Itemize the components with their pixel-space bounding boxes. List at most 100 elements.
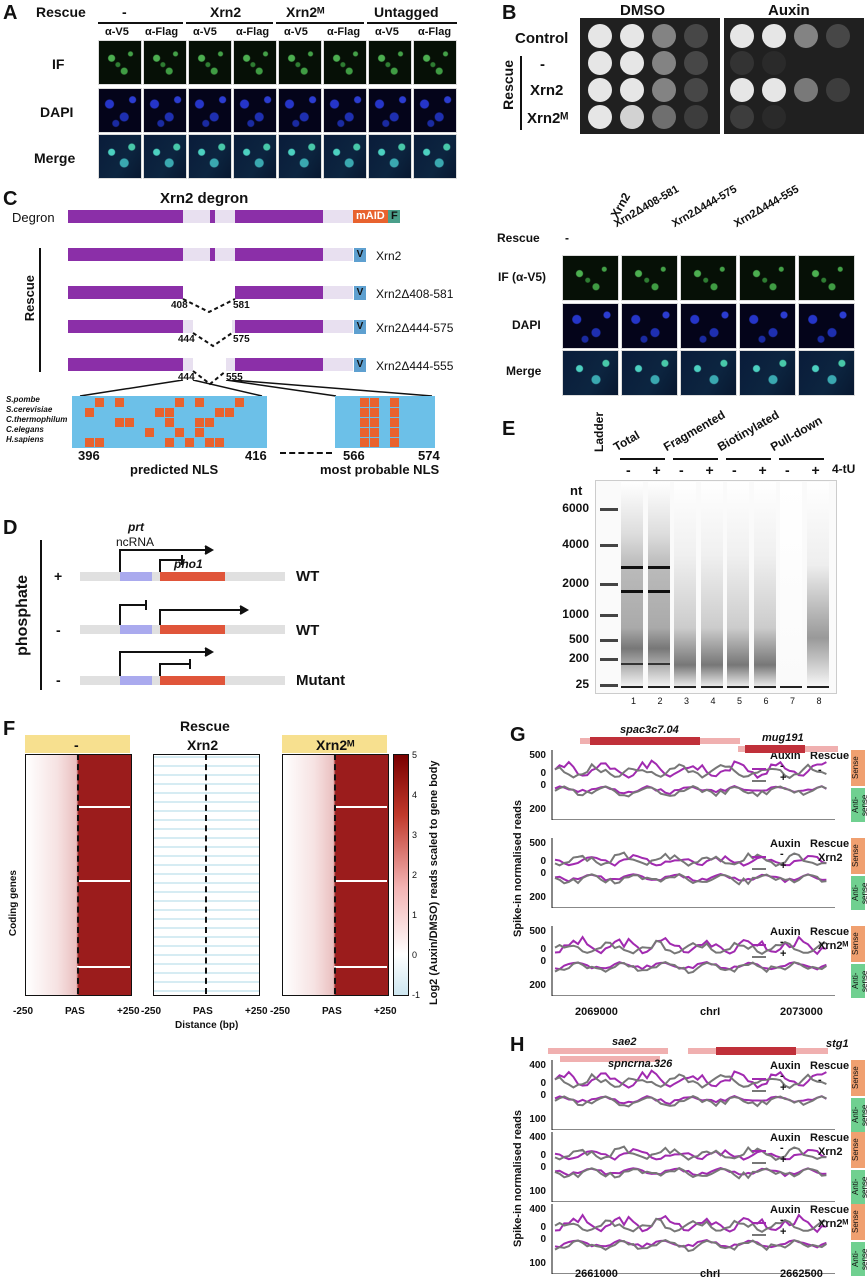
track-line [554, 1145, 827, 1162]
c-construct-1: Xrn2Δ408-581 [376, 287, 454, 301]
f-xtick: PAS [193, 1006, 213, 1017]
c-nls2: most probable NLS [320, 462, 440, 477]
track-ytick: 200 [529, 892, 546, 903]
e-gel-band [753, 686, 776, 688]
c-v-0: V [354, 248, 366, 262]
c-if-cell [680, 255, 737, 301]
f-xtick: +250 [117, 1006, 140, 1017]
c-aln-residue [155, 408, 164, 417]
c-aln-residue [370, 398, 379, 407]
c-aln-residue [390, 408, 399, 417]
f-cbar-tick: -1 [412, 990, 421, 1000]
b-col-auxin: Auxin [768, 2, 810, 19]
e-gel-band [806, 686, 829, 688]
c-if-cell [680, 350, 737, 396]
c-if-rescue: Rescue [497, 231, 540, 245]
track-legend-swatch [752, 768, 766, 770]
b-yeast-spot [794, 24, 818, 48]
c-construct-diagram [39, 210, 400, 386]
e-gel-band-18s [621, 590, 643, 593]
b-yeast-spot [652, 105, 676, 129]
track-legend-swatch [752, 1234, 766, 1236]
a-ab-7: α-Flag [418, 26, 452, 38]
e-sign: - [679, 462, 684, 478]
f-gap [334, 806, 387, 808]
f-gap [77, 806, 130, 808]
b-yeast-spot [794, 78, 818, 102]
b-yeast-spot [588, 24, 612, 48]
track-sense-label: Sense [851, 1060, 865, 1096]
e-nt: nt [570, 483, 583, 498]
e-gel-lane [780, 482, 802, 690]
track-antisense-label: Anti-sense [851, 788, 868, 822]
e-gel-lane [621, 482, 643, 690]
track-xtick: 2073000 [780, 1006, 823, 1018]
c-if-cell [739, 255, 796, 301]
a-micrograph-cell [188, 40, 232, 85]
track-xtick: chrI [700, 1268, 721, 1280]
track-ytick: 0 [540, 780, 546, 791]
b-yeast-spot [684, 51, 708, 75]
track-sense-label: Sense [851, 750, 865, 786]
e-sign: - [626, 462, 631, 478]
b-yeast-spot [730, 24, 754, 48]
a-micrograph-cell [188, 134, 232, 179]
a-ab-6: α-V5 [375, 26, 399, 38]
b-col-dmso: DMSO [620, 2, 665, 19]
track-ytick: 200 [529, 980, 546, 991]
e-gel-lane [647, 482, 670, 690]
f-xtick: +250 [245, 1006, 268, 1017]
c-aln-residue [115, 418, 124, 427]
c-maid: mAID [356, 210, 385, 222]
e-gel-band-28s [647, 566, 670, 569]
a-micrograph-cell [368, 88, 412, 133]
c-if-cell [798, 350, 855, 396]
e-gel-band [780, 686, 802, 688]
track-ytick: 0 [540, 944, 546, 955]
c-v-2: V [354, 320, 366, 334]
d-label-1: WT [296, 622, 320, 639]
track-legend-auxin-value: - [780, 1214, 784, 1226]
track-legend-swatch [752, 1162, 766, 1164]
a-ab-1: α-Flag [145, 26, 179, 38]
a-row-merge: Merge [34, 150, 76, 166]
e-ladder-band [600, 684, 618, 687]
c-if-cell [562, 350, 619, 396]
b-yeast-spot [588, 78, 612, 102]
b-yeast-spot [762, 105, 786, 129]
e-gel-band [727, 686, 749, 688]
c-if-col-label-4: Xrn2Δ444-555 [732, 183, 801, 230]
f-gap [334, 880, 387, 882]
f-xtick: -250 [270, 1006, 291, 1017]
c-pos-396: 396 [78, 448, 100, 463]
a-ab-0: α-V5 [105, 26, 129, 38]
c-aln-residue [195, 398, 204, 407]
e-gel-band [700, 686, 723, 688]
track-antisense-label: Anti-sense [851, 1098, 868, 1132]
c-if-cell [562, 303, 619, 349]
e-sign: - [732, 462, 737, 478]
e-size-label: 500 [568, 632, 589, 646]
d-sign-2: - [56, 672, 61, 688]
h-gene-cds [716, 1047, 796, 1055]
b-yeast-spot [794, 51, 818, 75]
track-line [554, 872, 827, 886]
track-axis [551, 926, 835, 996]
track-xtick: 2069000 [575, 1006, 618, 1018]
track-line [554, 1238, 827, 1253]
b-yeast-spot [794, 105, 818, 129]
c-if-cell [739, 303, 796, 349]
b-row-control: Control [515, 30, 569, 47]
track-axis [551, 750, 835, 820]
e-lane-number: 2 [657, 696, 663, 706]
c-aln-residue [360, 438, 369, 447]
e-gel-lane [674, 482, 696, 690]
track-line [554, 1072, 827, 1090]
f-cbar-label: Log2 (Auxin/DMSO) reads scaled to gene b… [428, 760, 440, 1005]
c-sp-0: S.pombe [6, 395, 40, 404]
c-v-1: V [354, 286, 366, 300]
h-gene-label: sae2 [612, 1036, 637, 1048]
track-sense-label: Sense [851, 1204, 865, 1240]
a-micrograph-cell [278, 88, 322, 133]
c-break-2a: 444 [178, 372, 195, 383]
